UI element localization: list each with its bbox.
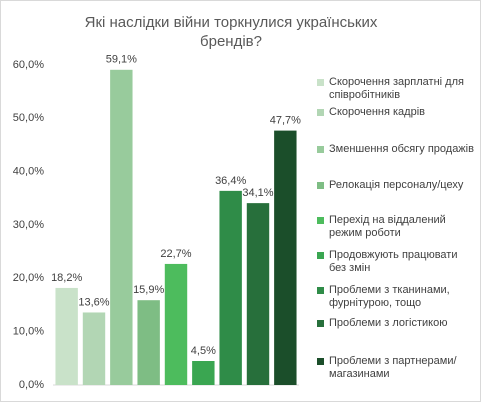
legend-item: Проблеми з тканинами, фурнітурою, тощо — [317, 284, 477, 310]
legend-swatch — [317, 182, 324, 189]
y-tick-label: 0,0% — [19, 379, 44, 391]
data-label: 36,4% — [215, 175, 246, 187]
legend-item: Релокація персоналу/цеху — [317, 179, 477, 192]
data-label: 34,1% — [242, 187, 273, 199]
y-tick-label: 20,0% — [13, 272, 44, 284]
legend-label: Продовжують працювати без змін — [329, 249, 458, 274]
legend-label: Зменшення обсягу продажів — [329, 143, 474, 155]
chart-title: Які наслідки війни торкнулися українськи… — [84, 14, 378, 50]
bar — [110, 69, 133, 386]
legend-swatch — [317, 217, 324, 224]
data-label: 15,9% — [133, 284, 164, 296]
legend-swatch — [317, 252, 324, 259]
legend-swatch — [317, 146, 324, 153]
legend-label: Проблеми з тканинами, фурнітурою, тощо — [329, 284, 450, 309]
data-label: 13,6% — [78, 296, 109, 308]
legend-item: Перехід на віддалений режим роботи — [317, 214, 477, 240]
y-tick-label: 10,0% — [13, 326, 44, 338]
bar — [192, 361, 215, 385]
legend-item: Проблеми з логістикою — [317, 317, 477, 330]
legend-item: Скорочення кадрів — [317, 106, 477, 119]
legend-label: Проблеми з партнерами/магазинами — [329, 355, 457, 380]
legend-swatch — [317, 287, 324, 294]
legend-item: Проблеми з партнерами/магазинами — [317, 355, 477, 381]
bar — [55, 287, 78, 385]
bar — [137, 300, 160, 385]
legend-label: Скорочення кадрів — [329, 106, 425, 118]
legend-item: Скорочення зарплатні для співробітників — [317, 76, 477, 102]
legend-label: Проблеми з логістикою — [329, 317, 448, 329]
y-tick-label: 30,0% — [13, 219, 44, 231]
legend-item: Продовжують працювати без змін — [317, 249, 477, 275]
bar — [274, 130, 297, 385]
bar — [82, 312, 106, 385]
bar — [164, 263, 188, 385]
legend-item: Зменшення обсягу продажів — [317, 143, 477, 156]
legend-label: Скорочення зарплатні для співробітників — [329, 76, 464, 101]
y-tick-label: 40,0% — [13, 166, 44, 178]
y-tick-label: 60,0% — [13, 59, 44, 71]
bar — [219, 190, 242, 385]
data-label: 47,7% — [270, 115, 301, 127]
bar — [246, 203, 270, 385]
y-tick-label: 50,0% — [13, 112, 44, 124]
data-label: 59,1% — [106, 54, 137, 66]
legend-swatch — [317, 320, 324, 327]
data-label: 4,5% — [191, 345, 216, 357]
legend-label: Перехід на віддалений режим роботи — [329, 214, 446, 239]
legend-swatch — [317, 109, 324, 116]
data-label: 18,2% — [51, 272, 82, 284]
legend-swatch — [317, 79, 324, 86]
legend-label: Релокація персоналу/цеху — [329, 179, 464, 191]
legend-swatch — [317, 358, 324, 365]
data-label: 22,7% — [160, 248, 191, 260]
